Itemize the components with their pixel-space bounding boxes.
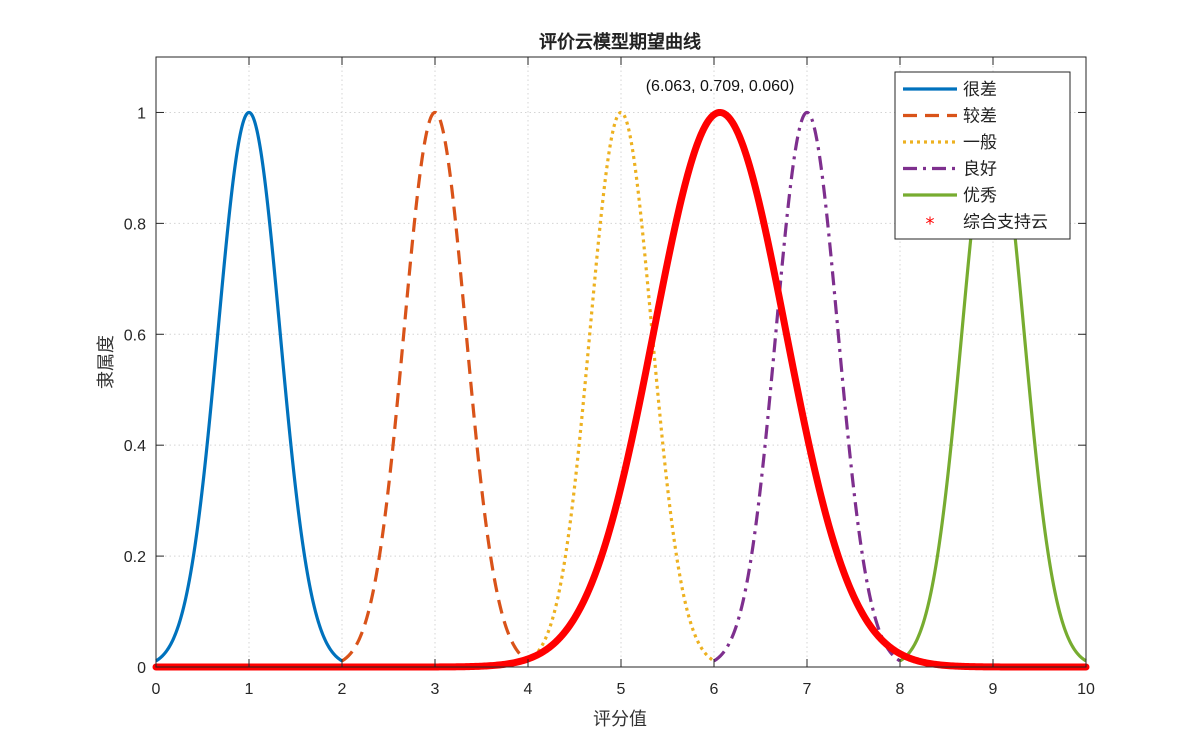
x-tick-label: 10 [1077, 681, 1095, 698]
x-tick-label: 1 [245, 681, 254, 698]
y-tick-label: 0.4 [124, 438, 146, 455]
legend-marker-support-cloud: * [926, 214, 935, 235]
y-tick-label: 0.6 [124, 327, 146, 344]
legend-label: 综合支持云 [963, 213, 1048, 233]
legend-label: 良好 [963, 160, 997, 180]
series-line-3 [527, 110, 715, 663]
legend-label: 很差 [963, 80, 997, 100]
x-tick-label: 9 [989, 681, 998, 698]
x-tick-label: 2 [338, 681, 347, 698]
ticks: 0 1 2 3 4 5 6 7 8 9 10 0 0.2 0.4 0.6 0.8 1 [124, 57, 1095, 698]
series-line-1 [155, 110, 343, 663]
x-axis-label: 评分值 [593, 709, 647, 730]
x-tick-label: 7 [803, 681, 812, 698]
y-tick-label: 0.8 [124, 216, 146, 233]
x-tick-label: 6 [710, 681, 719, 698]
legend-box [894, 71, 1071, 240]
x-tick-label: 4 [524, 681, 533, 698]
legend-label: 优秀 [963, 186, 997, 206]
chart-title: 评价云模型期望曲线 [539, 31, 701, 53]
x-tick-label: 3 [431, 681, 440, 698]
y-tick-label: 0 [137, 660, 146, 677]
x-tick-label: 5 [617, 681, 626, 698]
y-axis-label: 隶属度 [96, 335, 117, 389]
x-tick-label: 8 [896, 681, 905, 698]
y-tick-label: 1 [137, 105, 146, 122]
series-line-2 [341, 110, 529, 663]
legend-label: 较差 [963, 107, 997, 127]
cloud-annotation: (6.063, 0.709, 0.060) [646, 78, 795, 95]
legend-label: 一般 [963, 133, 997, 153]
y-tick-label: 0.2 [124, 549, 146, 566]
x-tick-label: 0 [152, 681, 161, 698]
series-line-4 [713, 110, 901, 663]
